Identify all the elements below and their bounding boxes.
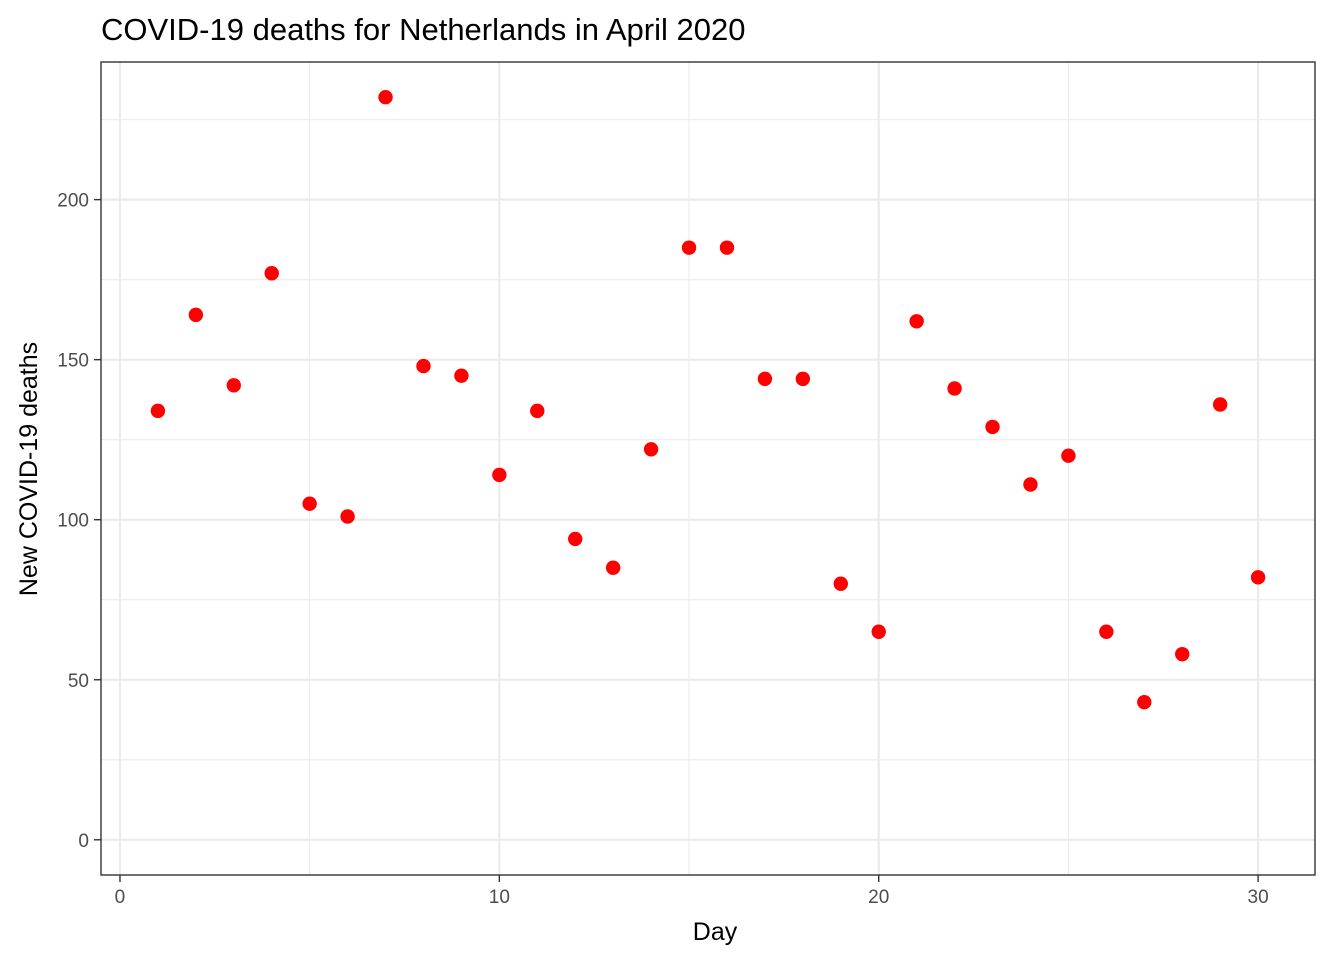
data-point: [416, 358, 431, 374]
data-point: [1175, 646, 1190, 662]
data-point: [226, 378, 241, 393]
data-point: [150, 403, 166, 419]
y-tick-label: 200: [57, 191, 89, 212]
data-point: [871, 624, 886, 639]
chart-title: COVID-19 deaths for Netherlands in April…: [101, 12, 745, 47]
data-point: [947, 381, 962, 396]
data-point: [1061, 448, 1076, 463]
data-point: [340, 509, 355, 524]
data-point: [795, 371, 811, 387]
y-axis-title: New COVID-19 deaths: [15, 342, 43, 596]
data-point: [833, 576, 848, 591]
data-point: [530, 403, 545, 419]
data-point: [1099, 624, 1114, 639]
x-tick-label: 20: [868, 887, 889, 908]
y-tick-label: 150: [57, 351, 89, 372]
data-point: [454, 368, 469, 383]
data-point: [985, 419, 1000, 435]
axis-ticks: [94, 198, 1259, 882]
data-point: [757, 371, 773, 387]
data-point: [605, 560, 621, 575]
data-point: [643, 442, 659, 457]
data-point: [909, 314, 924, 329]
data-point: [681, 240, 697, 255]
data-point: [1212, 397, 1228, 412]
data-point: [719, 240, 735, 255]
plot-panel-border: [100, 61, 1316, 876]
data-point: [1250, 570, 1266, 585]
x-axis-title: Day: [693, 918, 738, 946]
data-point: [1023, 477, 1038, 492]
data-point: [302, 496, 317, 511]
data-point: [492, 467, 507, 483]
data-point: [188, 307, 204, 323]
y-tick-label: 100: [57, 511, 89, 532]
data-point: [1137, 694, 1152, 710]
data-points: [150, 90, 1266, 710]
x-tick-label: 10: [489, 887, 510, 908]
data-point: [378, 90, 393, 105]
grid-lines: [101, 62, 1315, 875]
axis-tick-labels: 0 10 20 30 0 50 100 150 200: [57, 191, 1268, 908]
data-point: [568, 531, 583, 547]
y-tick-label: 50: [68, 671, 89, 692]
y-tick-label: 0: [78, 831, 89, 852]
x-tick-label: 30: [1248, 887, 1269, 908]
x-tick-label: 0: [115, 887, 126, 908]
data-point: [264, 266, 279, 281]
